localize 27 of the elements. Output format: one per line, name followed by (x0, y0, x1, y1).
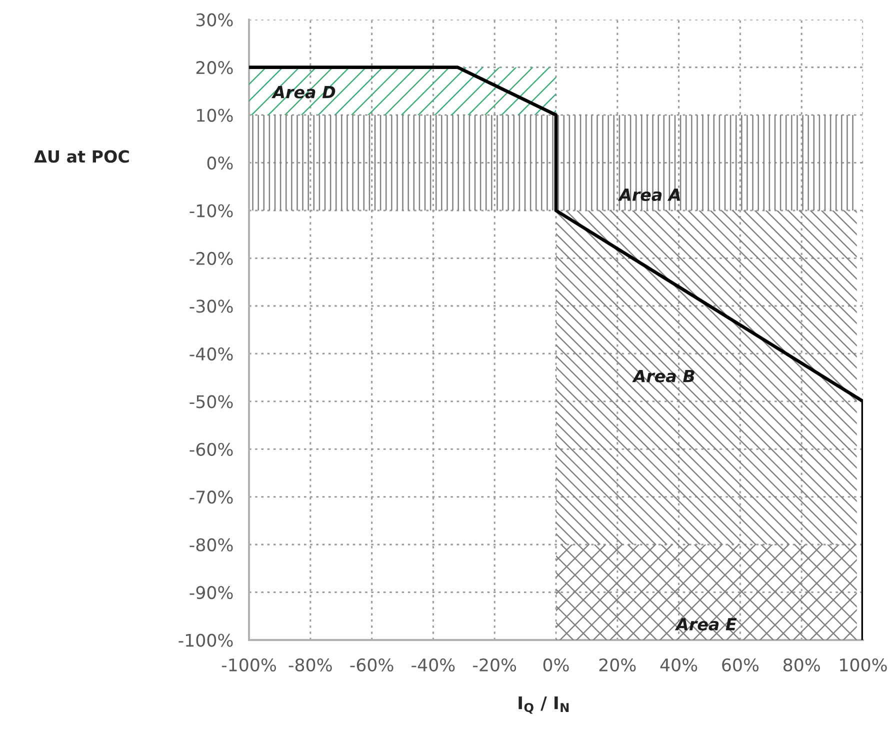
y-tick-label: -80% (190, 538, 233, 552)
x-axis-title: I$_{Q}$ / I$_{N}$ (518, 696, 569, 714)
y-tick-label: -100% (178, 634, 233, 647)
y-axis-title: ΔU at POC (34, 150, 129, 163)
x-tick-label: 60% (722, 658, 759, 672)
x-tick-label: 20% (599, 658, 636, 672)
x-tick-label: 0% (543, 658, 569, 672)
x-tick-label: -100% (222, 658, 276, 672)
x-tick-label: 100% (840, 658, 887, 672)
x-tick-label: -80% (288, 658, 332, 672)
y-tick-label: -90% (190, 586, 233, 600)
x-tick-label: 40% (660, 658, 698, 672)
y-tick-label: -70% (190, 490, 233, 504)
x-tick-label: -40% (412, 658, 455, 672)
y-tick-label: -20% (190, 252, 233, 266)
y-tick-label: -40% (190, 347, 233, 361)
x-tick-label: 80% (783, 658, 820, 672)
y-tick-label: -30% (190, 300, 233, 313)
y-tick-label: -60% (190, 442, 233, 456)
x-tick-label: -20% (473, 658, 516, 672)
y-tick-label: 30% (196, 13, 233, 26)
y-tick-label: 0% (207, 156, 233, 170)
y-tick-label: 20% (196, 61, 233, 74)
y-tick-label: -10% (190, 204, 233, 218)
y-tick-label: 10% (197, 108, 233, 122)
y-tick-label: -50% (190, 395, 233, 408)
x-tick-label: -60% (350, 658, 394, 672)
